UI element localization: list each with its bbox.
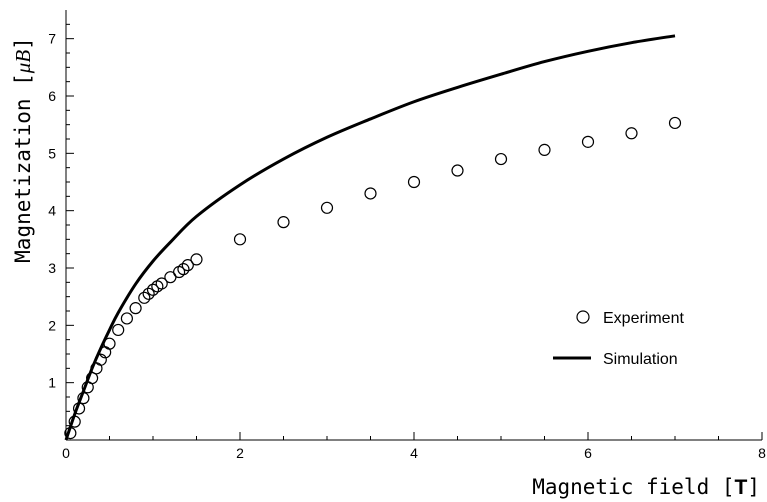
y-tick-label: 1 [48,375,56,391]
plot-area [64,34,682,441]
experiment-point [407,175,421,189]
experiment-point [142,287,155,300]
axes: 0 2 4 6 8 1 2 3 4 5 6 7 [48,10,766,461]
legend-simulation-label: Simulation [603,351,678,368]
x-axis-title: Magnetic field [T] [532,475,760,499]
x-tick-label: 0 [62,445,70,461]
x-axis-label: Magnetic field [532,475,709,499]
y-axis-unit: μB [11,50,35,75]
x-axis-unit: T [735,476,748,499]
legend-experiment-label: Experiment [603,310,684,327]
experiment-point [138,291,151,304]
experiment-point [625,127,638,140]
experiment-point [277,216,290,229]
experiment-point [72,402,86,415]
experiment-point [190,253,203,266]
y-axis-label: Magnetization [11,98,35,262]
y-tick-label: 2 [48,317,56,333]
experiment-point [94,353,107,366]
experiment-point [112,323,125,337]
simulation-line [64,34,676,441]
experiment-point [77,392,90,405]
experiment-point [64,427,77,440]
experiment-point [120,312,134,325]
experiment-point [538,143,551,156]
y-axis-title: Magnetization [μB] [11,37,35,263]
experiment-point [451,164,464,177]
y-tick-label: 4 [48,203,56,219]
experiment-point [177,263,190,276]
experiment-point [494,152,508,166]
x-tick-label: 2 [236,445,244,461]
experiment-point [146,283,160,296]
legend-experiment-marker [576,310,590,324]
y-tick-label: 7 [48,31,56,47]
legend: Experiment Simulation [553,310,684,368]
experiment-point [364,187,377,200]
x-tick-label: 8 [758,445,766,461]
y-tick-label: 5 [48,145,56,161]
experiment-point [68,415,81,428]
experiment-point [103,337,116,350]
experiment-point [233,233,247,246]
y-tick-label: 3 [48,260,56,276]
experiment-point [668,116,682,130]
x-tick-label: 6 [584,445,592,461]
x-tick-label: 4 [410,445,418,461]
experiment-point [155,277,168,290]
experiment-point [581,135,595,148]
experiment-point [320,201,334,214]
experiment-point [129,302,142,315]
y-tick-label: 6 [48,88,56,104]
experiment-point [181,259,194,272]
